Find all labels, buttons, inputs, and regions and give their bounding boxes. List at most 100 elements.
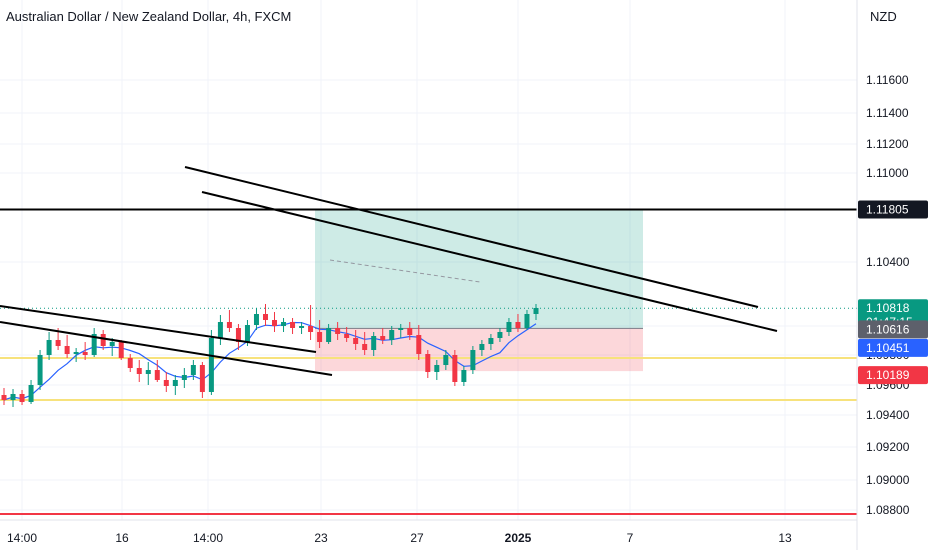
- candle: [416, 325, 422, 360]
- y-tick-label: 1.11200: [866, 137, 909, 151]
- candle: [235, 324, 241, 350]
- candle: [1, 388, 7, 405]
- candle: [163, 372, 169, 392]
- position-path-line: [329, 259, 481, 283]
- stop-price-tag: 1.10189: [858, 366, 928, 385]
- x-tick-label: 13: [778, 531, 792, 545]
- x-tick-label: 27: [410, 531, 424, 545]
- candle: [299, 322, 305, 334]
- candle: [208, 330, 214, 395]
- stop-price-tag-text: 1.10189: [866, 368, 910, 382]
- candle: [506, 318, 512, 336]
- candle: [497, 328, 503, 342]
- symbol-title[interactable]: Australian Dollar / New Zealand Dollar, …: [6, 9, 292, 24]
- loss-zone[interactable]: [315, 328, 643, 372]
- candle: [326, 324, 332, 344]
- x-tick-label: 23: [314, 531, 328, 545]
- trendlines[interactable]: [0, 166, 778, 376]
- candle: [181, 368, 187, 388]
- ma-price-tag-text: 1.10451: [866, 341, 910, 355]
- candle: [317, 320, 323, 348]
- candle: [344, 327, 350, 342]
- candle: [335, 322, 341, 340]
- candle: [353, 330, 359, 350]
- candle: [46, 332, 52, 360]
- entry-price-tag-text: 1.10616: [866, 322, 910, 336]
- candle: [172, 375, 178, 395]
- candle: [407, 322, 413, 340]
- entry-price-tag: 1.10616: [858, 320, 928, 339]
- candle: [425, 350, 431, 378]
- candle: [190, 360, 196, 380]
- candle: [461, 366, 467, 386]
- x-tick-label: 7: [627, 531, 634, 545]
- trendline[interactable]: [184, 166, 759, 308]
- y-tick-label: 1.08800: [866, 503, 910, 517]
- price-tags: 1.118051.1081801:47:151.106161.104511.10…: [858, 200, 928, 385]
- candle: [362, 332, 368, 355]
- x-tick-label: 2025: [505, 531, 532, 545]
- candle: [380, 328, 386, 344]
- candle: [145, 362, 151, 385]
- candle: [82, 342, 88, 360]
- candle: [515, 314, 521, 332]
- candle: [533, 304, 539, 320]
- time-axis-ticks[interactable]: 14:00 16 14:00 23 27 2025 7 13: [7, 531, 792, 545]
- y-tick-label: 1.10400: [866, 255, 910, 269]
- candle: [100, 330, 106, 350]
- axes: [0, 0, 858, 550]
- candle: [443, 350, 449, 370]
- target-price-tag: 1.11805: [858, 200, 928, 219]
- candle: [28, 380, 34, 404]
- candle: [524, 310, 530, 330]
- x-tick-label: 14:00: [193, 531, 223, 545]
- candle: [91, 328, 97, 357]
- candle: [389, 326, 395, 345]
- candle: [371, 332, 377, 356]
- trendline[interactable]: [201, 191, 778, 332]
- candle: [136, 360, 142, 382]
- candle: [398, 324, 404, 338]
- candle: [281, 318, 287, 332]
- candle: [10, 389, 16, 407]
- candle: [488, 334, 494, 350]
- trendline[interactable]: [0, 321, 333, 376]
- y-tick-label: 1.11400: [866, 106, 909, 120]
- candle: [434, 360, 440, 380]
- profit-zone[interactable]: [315, 209, 643, 329]
- candle: [154, 360, 160, 382]
- y-tick-label: 1.11600: [866, 73, 909, 87]
- x-tick-label: 16: [115, 531, 129, 545]
- last-price-tag-text: 1.10818: [866, 301, 910, 315]
- candle: [37, 350, 43, 390]
- candle: [127, 354, 133, 372]
- candle: [73, 348, 79, 362]
- candle: [470, 346, 476, 374]
- price-axis-ticks[interactable]: 1.116001.114001.112001.110001.104001.100…: [866, 73, 910, 517]
- candle: [272, 312, 278, 332]
- candle: [452, 350, 458, 386]
- candle: [253, 308, 259, 330]
- candle: [262, 304, 268, 326]
- trendline[interactable]: [0, 305, 317, 353]
- currency-label[interactable]: NZD: [870, 9, 897, 24]
- candle: [308, 305, 314, 340]
- candles: [1, 304, 539, 407]
- y-tick-label: 1.09400: [866, 408, 910, 422]
- candle: [118, 340, 124, 360]
- y-tick-label: 1.09000: [866, 473, 910, 487]
- candle: [109, 338, 115, 356]
- candle: [290, 318, 296, 334]
- x-tick-label: 14:00: [7, 531, 37, 545]
- candle: [199, 362, 205, 398]
- candle: [226, 310, 232, 332]
- candle: [19, 390, 25, 405]
- candle: [64, 335, 70, 358]
- ma-price-tag: 1.10451: [858, 338, 928, 357]
- y-tick-label: 1.09200: [866, 440, 910, 454]
- y-tick-label: 1.11000: [866, 166, 909, 180]
- target-price-tag-text: 1.11805: [866, 203, 909, 217]
- candle: [217, 315, 223, 345]
- candle: [479, 340, 485, 356]
